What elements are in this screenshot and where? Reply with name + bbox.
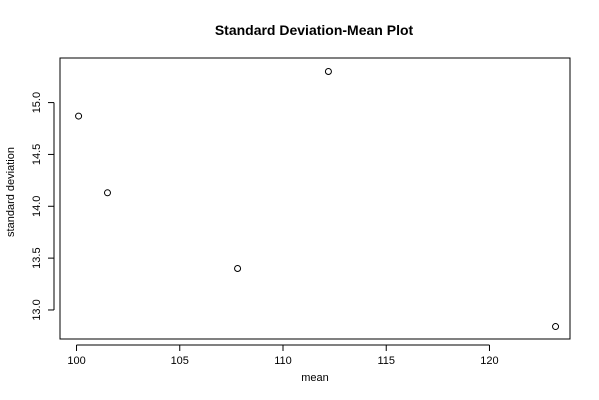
data-point xyxy=(75,112,83,120)
y-tick-label: 13.5 xyxy=(31,247,43,268)
x-tick-label: 100 xyxy=(67,355,85,367)
y-tick-label: 14.0 xyxy=(31,196,43,217)
y-tick-label: 15.0 xyxy=(31,92,43,113)
data-points xyxy=(75,67,560,331)
data-point xyxy=(552,323,560,331)
x-tick-label: 110 xyxy=(274,355,292,367)
x-axis: 100 105 110 115 120 xyxy=(67,344,499,367)
y-axis: 13.0 13.5 14.0 14.5 15.0 xyxy=(31,92,55,321)
data-point xyxy=(103,189,111,197)
plot-frame xyxy=(59,57,571,340)
y-tick-label: 13.0 xyxy=(31,299,43,320)
x-axis-label: mean xyxy=(301,372,329,384)
y-tick-label: 14.5 xyxy=(31,144,43,165)
x-tick-label: 115 xyxy=(377,355,395,367)
chart-title: Standard Deviation-Mean Plot xyxy=(215,22,414,38)
x-tick-label: 105 xyxy=(171,355,189,367)
y-axis-label: standard deviation xyxy=(5,147,17,237)
data-point xyxy=(234,264,242,272)
x-tick-label: 120 xyxy=(480,355,498,367)
data-point xyxy=(324,67,332,75)
